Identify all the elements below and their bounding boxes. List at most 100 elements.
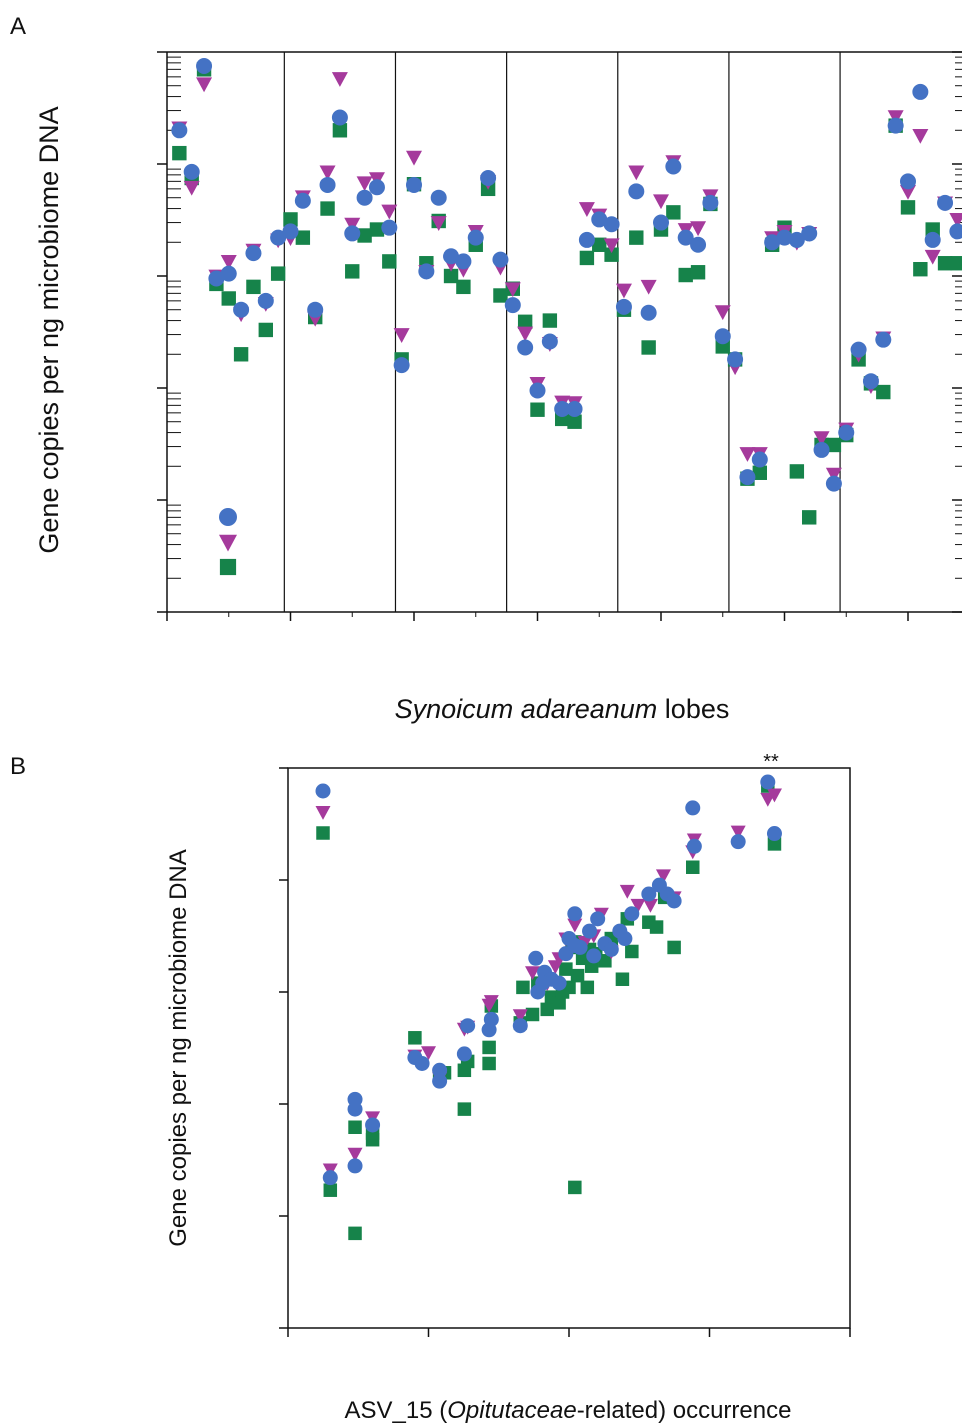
panel-a-nrps-point (530, 402, 545, 417)
panel-b-nrps-point (540, 1002, 554, 1017)
panel-b-nrps-point (516, 980, 530, 995)
panel-a-data-marks (171, 57, 962, 525)
panel-b-at1-point (347, 1101, 363, 1117)
panel-a-at1-point (270, 229, 287, 246)
panel-a-hcs-point (517, 326, 534, 342)
panel-a-at1-point (912, 83, 929, 100)
panel-a-at1-point (430, 189, 447, 206)
panel-a-legend (219, 508, 237, 576)
panel-b-nrps-point (598, 954, 612, 968)
panel-b-at1-point (512, 1018, 528, 1034)
panel-a-at1-point (171, 122, 188, 139)
panel-b-plot-frame (287, 767, 851, 1329)
panel-b-at1-point (617, 931, 633, 947)
panel-b-at1-point (666, 893, 682, 909)
panel-a-at1-point (727, 351, 744, 368)
panel-a-at1-point (788, 231, 805, 248)
panel-a-at1-point (331, 109, 348, 126)
panel-b-at1-point (624, 906, 640, 922)
panel-a-nrps-point (233, 347, 249, 362)
panel-b-at1-point (347, 1158, 363, 1174)
panel-b-at1-point (567, 938, 583, 954)
panel-a-at1-point (196, 57, 213, 74)
panel-a-at1-point (566, 400, 583, 417)
panel-b-hcs-point (347, 1147, 363, 1162)
panel-a-hcs-point (331, 72, 348, 87)
panel-a-at1-point (517, 339, 534, 356)
panel-a-hcs-point (196, 77, 213, 93)
panel-a-nrps-point (937, 256, 953, 271)
panel-b-x-axis-title: ASV_15 (Opitutaceae-related) occurrence (345, 1397, 792, 1424)
panel-b-nrps-point (408, 1031, 422, 1045)
panel-a-nrps-point (258, 322, 273, 338)
panel-a-nrps-point (542, 313, 558, 328)
panel-a-nrps-point (629, 230, 644, 245)
panel-a-at1-point (862, 373, 879, 390)
panel-a-at1-point (653, 214, 669, 231)
panel-a-nrps-point (752, 465, 767, 480)
panel-a-hcs-point (900, 184, 916, 200)
panel-b-at1-point (483, 1011, 499, 1027)
panel-b-hcs-point (766, 788, 782, 803)
panel-a-at1-point (492, 251, 509, 268)
panel-b-nrps-point (625, 944, 639, 959)
panel-b-nrps-point (580, 980, 595, 995)
panel-a-at1-point (233, 301, 250, 318)
panel-a-at1-point (307, 301, 324, 318)
panel-b-nrps-point (615, 972, 630, 986)
panel-a-nrps-point (172, 145, 187, 161)
panel-a-nrps-point (270, 266, 286, 281)
panel-a-nrps-point (579, 250, 595, 266)
panel-a-legend-nrps-swatch (219, 558, 237, 576)
panel-a-nrps-point (876, 384, 891, 400)
panel-a-hcs-point (220, 255, 237, 270)
panel-b-hcs-point (655, 869, 671, 884)
panel-b-legend-hcs-swatch (315, 806, 331, 820)
panel-a-nrps-point (493, 288, 508, 303)
panel-a-at1-point (615, 298, 632, 315)
panel-a-nrps-point (283, 212, 298, 227)
panel-b-nrps-point (348, 1226, 362, 1241)
panel-b-at1-point (603, 941, 619, 957)
panel-b-significance-note: ** (763, 751, 779, 773)
panel-b-nrps-point (649, 920, 664, 934)
panel-a-nrps-point (900, 200, 916, 215)
panel-b-nrps-point (323, 1183, 338, 1197)
panel-a-x-axis-title-rest: lobes (657, 694, 729, 724)
panel-a-legend-at1-swatch (219, 508, 237, 526)
panel-a-nrps-point (382, 254, 397, 269)
panel-a-hcs-point (640, 279, 657, 295)
panel-a-nrps-point (567, 414, 582, 429)
panel-a-nrps-point (295, 230, 311, 245)
panel-a-at1-point (529, 382, 546, 399)
panel-a-at1-point (640, 304, 657, 321)
panel-a-hcs-point (887, 110, 904, 125)
panel-a-at1-point (949, 223, 962, 240)
panel-a-at1-point (381, 219, 398, 236)
panel-b-at1-point (535, 975, 551, 991)
panel-a-at1-point (480, 169, 497, 186)
panel-a-at1-point (937, 194, 954, 211)
panel-a-at1-point (751, 451, 768, 468)
panel-b-at1-point (730, 834, 746, 850)
panel-a-hcs-point (183, 180, 200, 196)
panel-b-legend-at1-swatch (315, 783, 331, 799)
panel-a-at1-point (887, 117, 904, 134)
panel-b-at1-point (586, 948, 602, 964)
panel-a-hcs-point (430, 216, 447, 231)
panel-b-nrps-point (559, 962, 573, 976)
panel-a-hcs-point (504, 282, 521, 298)
panel-b-at1-point (432, 1073, 448, 1089)
panel-b-hcs-point (619, 884, 635, 899)
panel-b-nrps-point (348, 1120, 362, 1135)
panel-b-at1-point (322, 1170, 338, 1186)
panel-b-nrps-point (667, 940, 681, 955)
panel-a-hcs-point (690, 221, 707, 237)
panel-a-at1-point (578, 231, 595, 248)
panel-b-legend (315, 783, 331, 840)
panel-a-at1-point (739, 469, 756, 486)
panel-a-at1-point (628, 183, 645, 200)
panel-a-letter: A (10, 13, 26, 40)
panel-a-at1-point (294, 192, 311, 209)
panel-a-x-axis-title: Synoicum adareanum lobes (395, 694, 730, 724)
